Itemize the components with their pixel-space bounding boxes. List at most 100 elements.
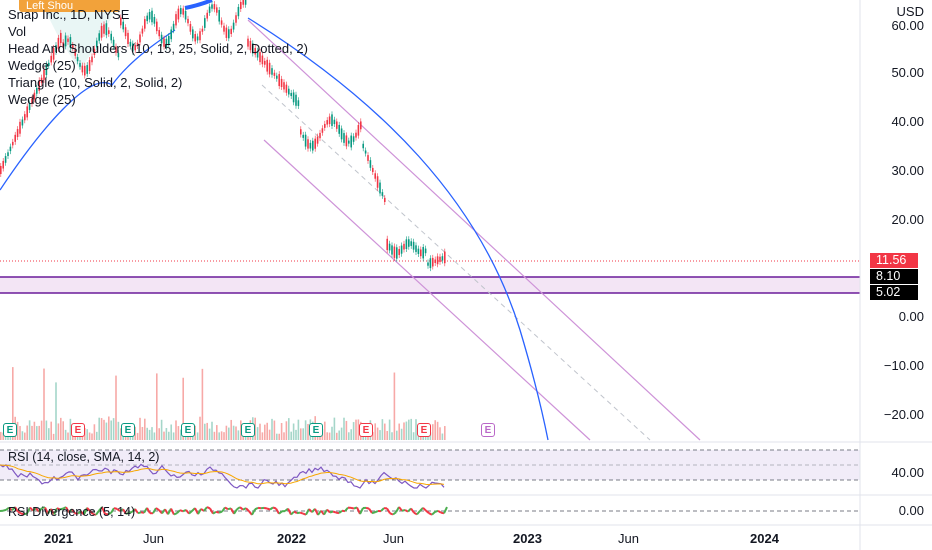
currency-label[interactable]: USD xyxy=(896,4,924,19)
candle-body xyxy=(170,29,172,40)
divergence-segment xyxy=(272,506,277,510)
volume-bar xyxy=(292,423,295,440)
divergence-segment xyxy=(437,509,442,514)
candle-body xyxy=(302,134,304,138)
divergence-segment xyxy=(386,507,391,514)
volume-bar xyxy=(216,425,218,440)
candle-body xyxy=(134,44,136,51)
rsi-pane-label[interactable]: RSI (14, close, SMA, 14, 2) xyxy=(8,450,160,464)
volume-bar xyxy=(384,423,386,440)
volume-bar xyxy=(19,425,21,440)
candle-body xyxy=(14,134,16,142)
legend-vol[interactable]: Vol xyxy=(8,24,27,39)
legend-head-shoulders[interactable]: Head And Shoulders (10, 15, 25, Solid, 2… xyxy=(8,41,308,56)
candle-body xyxy=(336,121,338,129)
volume-bar xyxy=(228,427,230,440)
time-tick: Jun xyxy=(618,531,639,546)
earnings-marker[interactable]: E xyxy=(309,423,323,437)
volume-bar xyxy=(376,427,379,440)
divergence-segment xyxy=(440,511,445,515)
earnings-marker[interactable]: E xyxy=(241,423,255,437)
volume-bar xyxy=(139,417,141,440)
candle-body xyxy=(340,128,343,140)
divergence-segment xyxy=(89,510,94,515)
candle-body xyxy=(232,22,235,30)
volume-bar xyxy=(108,416,110,440)
volume-bar xyxy=(429,432,432,440)
volume-bar xyxy=(398,423,400,440)
volume-bar xyxy=(204,423,206,440)
divergence-segment xyxy=(245,507,250,512)
volume-bar xyxy=(408,419,410,440)
candle-body xyxy=(129,41,132,47)
candle-body xyxy=(261,55,264,65)
legend-wedge[interactable]: Wedge (25) xyxy=(8,58,76,73)
candle-body xyxy=(362,143,364,149)
divergence-segment xyxy=(218,510,223,514)
candle-body xyxy=(122,21,124,30)
divergence-segment xyxy=(380,507,385,512)
price-tick: 50.00 xyxy=(891,65,924,80)
candle-body xyxy=(108,30,110,34)
candle-body xyxy=(268,62,271,75)
volume-bar xyxy=(415,419,417,440)
earnings-marker[interactable]: E xyxy=(3,423,17,437)
divergence-pane-label[interactable]: RSI Divergence (5, 14) xyxy=(8,505,136,519)
candle-body xyxy=(100,25,103,38)
candle-body xyxy=(436,256,439,265)
divergence-segment xyxy=(233,508,238,515)
volume-bar xyxy=(40,420,43,440)
volume-bar xyxy=(283,432,285,440)
legend-triangle[interactable]: Triangle (10, Solid, 2, Solid, 2) xyxy=(8,75,183,90)
legend-symbol[interactable]: Snap Inc., 1D, NYSE xyxy=(8,7,130,22)
candle-body xyxy=(223,25,225,32)
volume-bar xyxy=(60,417,62,440)
earnings-marker[interactable]: E xyxy=(181,423,195,437)
volume-bar xyxy=(172,432,175,440)
candle-body xyxy=(67,38,69,42)
volume-bar xyxy=(120,428,122,440)
divergence-segment xyxy=(128,511,133,514)
candle-body xyxy=(124,27,127,37)
candle-body xyxy=(31,98,33,104)
divergence-segment xyxy=(359,507,364,515)
divergence-segment xyxy=(14,506,19,513)
candle-body xyxy=(295,94,297,106)
earnings-marker[interactable]: E xyxy=(481,423,495,437)
candle-body xyxy=(199,31,201,41)
volume-bar xyxy=(170,424,172,440)
candle-body xyxy=(249,40,252,51)
candle-body xyxy=(259,51,261,63)
candle-body xyxy=(420,249,422,257)
candle-body xyxy=(91,56,93,63)
divergence-segment xyxy=(296,511,301,515)
zone-bottom-value: 5.02 xyxy=(876,285,901,299)
candle-body xyxy=(76,57,79,62)
candle-body xyxy=(105,23,108,36)
candle-body xyxy=(160,34,163,44)
earnings-marker[interactable]: E xyxy=(359,423,373,437)
volume-bar xyxy=(26,425,28,440)
earnings-marker[interactable]: E xyxy=(71,423,85,437)
volume-bar xyxy=(266,422,268,440)
volume-bar xyxy=(12,367,14,440)
candle-body xyxy=(45,64,48,76)
volume-bar xyxy=(302,428,304,440)
legend-wedge-2[interactable]: Wedge (25) xyxy=(8,92,76,107)
divergence-segment xyxy=(419,507,424,512)
earnings-marker[interactable]: E xyxy=(121,423,135,437)
candle-body xyxy=(19,121,21,134)
divergence-segment xyxy=(140,511,145,514)
candle-body xyxy=(278,74,280,87)
candle-body xyxy=(324,123,326,128)
earnings-marker[interactable]: E xyxy=(417,423,431,437)
divergence-segment xyxy=(425,509,430,514)
candle-body xyxy=(175,14,177,26)
volume-bar xyxy=(156,373,158,440)
candle-body xyxy=(276,75,278,79)
candle-body xyxy=(256,50,259,58)
price-tick: 30.00 xyxy=(891,163,924,178)
volume-bar xyxy=(276,433,278,440)
divergence-segment xyxy=(263,506,268,510)
